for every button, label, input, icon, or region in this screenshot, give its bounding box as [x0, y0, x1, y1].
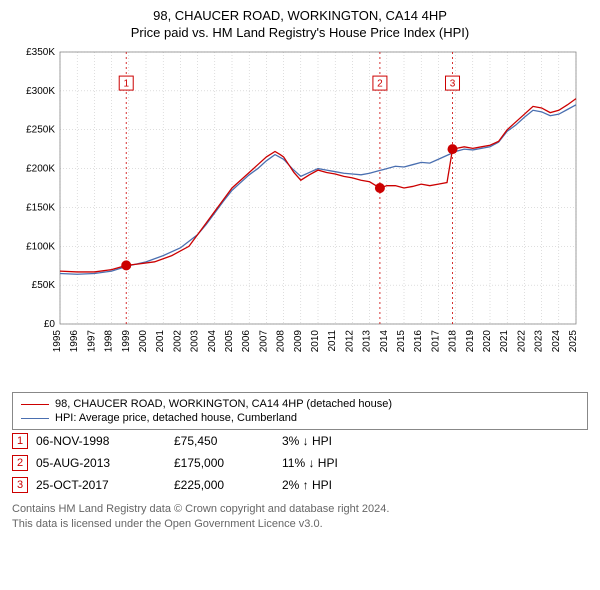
x-tick-label: 1995	[52, 330, 63, 353]
y-tick-label: £300K	[26, 86, 55, 97]
transaction-marker: 1	[12, 433, 28, 449]
transaction-date: 05-AUG-2013	[36, 456, 166, 470]
marker-number: 2	[377, 79, 383, 90]
legend-item: 98, CHAUCER ROAD, WORKINGTON, CA14 4HP (…	[21, 397, 579, 411]
x-tick-label: 2020	[482, 330, 493, 353]
x-tick-label: 2025	[568, 330, 579, 353]
transaction-date: 25-OCT-2017	[36, 478, 166, 492]
y-tick-label: £150K	[26, 202, 55, 213]
x-tick-label: 2011	[327, 330, 338, 352]
x-tick-label: 2013	[362, 330, 373, 353]
y-tick-label: £200K	[26, 164, 55, 175]
transaction-diff: 2% ↑ HPI	[282, 478, 332, 492]
x-tick-label: 2008	[276, 330, 287, 353]
x-tick-label: 2009	[293, 330, 304, 353]
y-tick-label: £250K	[26, 125, 55, 136]
legend-item: HPI: Average price, detached house, Cumb…	[21, 411, 579, 425]
transaction-price: £225,000	[174, 478, 274, 492]
x-tick-label: 2006	[241, 330, 252, 353]
x-tick-label: 2022	[516, 330, 527, 353]
transaction-row: 2 05-AUG-2013 £175,000 11% ↓ HPI	[12, 452, 588, 474]
footer-line-1: Contains HM Land Registry data © Crown c…	[12, 502, 588, 517]
x-tick-label: 2023	[534, 330, 545, 353]
y-tick-label: £50K	[32, 280, 56, 291]
y-tick-label: £0	[44, 319, 56, 330]
x-tick-label: 2004	[207, 330, 218, 353]
x-tick-label: 2005	[224, 330, 235, 353]
x-tick-label: 2003	[190, 330, 201, 353]
line-chart: £0 £50K £100K £150K £200K £250K £300K £350K 1995…	[12, 46, 588, 386]
x-tick-label: 2002	[172, 330, 183, 353]
x-tick-label: 2016	[413, 330, 424, 353]
x-tick-label: 2001	[155, 330, 166, 353]
x-tick-label: 2012	[344, 330, 355, 353]
transaction-row: 1 06-NOV-1998 £75,450 3% ↓ HPI	[12, 430, 588, 452]
chart-title: 98, CHAUCER ROAD, WORKINGTON, CA14 4HP	[12, 8, 588, 23]
x-tick-label: 2021	[499, 330, 510, 353]
marker-number: 3	[450, 79, 456, 90]
y-tick-label: £350K	[26, 47, 55, 58]
x-tick-label: 2024	[551, 330, 562, 353]
transaction-row: 3 25-OCT-2017 £225,000 2% ↑ HPI	[12, 474, 588, 496]
marker-dot	[448, 144, 458, 154]
x-tick-label: 1996	[69, 330, 80, 353]
legend-swatch	[21, 418, 49, 419]
x-tick-label: 2000	[138, 330, 149, 353]
marker-number: 1	[123, 79, 129, 90]
legend-label: HPI: Average price, detached house, Cumb…	[55, 412, 297, 424]
transaction-marker: 3	[12, 477, 28, 493]
x-tick-label: 2019	[465, 330, 476, 353]
transaction-diff: 3% ↓ HPI	[282, 434, 332, 448]
x-tick-label: 2015	[396, 330, 407, 353]
marker-dot	[375, 183, 385, 193]
x-tick-label: 1998	[104, 330, 115, 353]
chart-subtitle: Price paid vs. HM Land Registry's House …	[12, 25, 588, 40]
chart-area: £0 £50K £100K £150K £200K £250K £300K £350K 1995…	[12, 46, 588, 386]
transaction-price: £75,450	[174, 434, 274, 448]
transaction-diff: 11% ↓ HPI	[282, 456, 338, 470]
x-tick-label: 1997	[86, 330, 97, 353]
legend-swatch	[21, 404, 49, 405]
x-tick-label: 2014	[379, 330, 390, 353]
footer-line-2: This data is licensed under the Open Gov…	[12, 517, 588, 532]
transaction-marker: 2	[12, 455, 28, 471]
x-tick-label: 1999	[121, 330, 132, 353]
x-tick-label: 2010	[310, 330, 321, 353]
transaction-price: £175,000	[174, 456, 274, 470]
x-tick-label: 2007	[258, 330, 269, 353]
footer-attribution: Contains HM Land Registry data © Crown c…	[12, 502, 588, 533]
marker-dot	[121, 260, 131, 270]
chart-legend: 98, CHAUCER ROAD, WORKINGTON, CA14 4HP (…	[12, 392, 588, 430]
x-tick-label: 2017	[430, 330, 441, 353]
legend-label: 98, CHAUCER ROAD, WORKINGTON, CA14 4HP (…	[55, 398, 392, 410]
transaction-date: 06-NOV-1998	[36, 434, 166, 448]
transaction-list: 1 06-NOV-1998 £75,450 3% ↓ HPI 2 05-AUG-2013 £…	[12, 430, 588, 496]
y-tick-label: £100K	[26, 241, 55, 252]
x-tick-label: 2018	[448, 330, 459, 353]
